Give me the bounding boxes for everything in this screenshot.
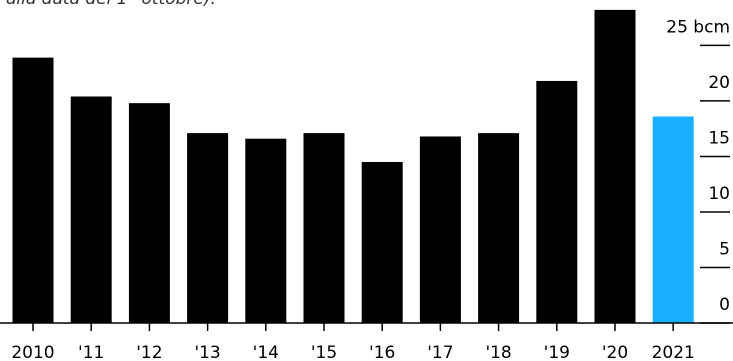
x-tick-label: '16: [369, 343, 395, 361]
y-tick-label: 0: [719, 295, 730, 315]
bar: [536, 80, 578, 323]
bar: [12, 57, 54, 323]
x-tick-label: '18: [485, 343, 511, 361]
x-tick-label: '19: [544, 343, 570, 361]
x-tick-label: 2021: [652, 343, 695, 361]
bar: [245, 138, 287, 323]
bar: [70, 96, 112, 323]
bar: [128, 103, 170, 323]
x-tick-label: '15: [311, 343, 337, 361]
y-tick-label: 10: [708, 184, 730, 204]
bar: [419, 136, 461, 323]
y-tick-label: 5: [719, 239, 730, 259]
x-tick-label: '13: [194, 343, 220, 361]
x-tick-label: '11: [78, 343, 104, 361]
x-tick-label: '17: [427, 343, 453, 361]
x-tick-label: '14: [253, 343, 279, 361]
bar: [652, 116, 694, 323]
y-tick-label: 25 bcm: [666, 17, 730, 37]
bar: [303, 133, 345, 323]
y-tick-label: 20: [708, 73, 730, 93]
y-tick-label: 15: [708, 128, 730, 148]
bar: [361, 162, 403, 323]
chart-note: alla data del 1° ottobre).: [6, 0, 216, 9]
x-tick-label: 2010: [11, 343, 54, 361]
bar: [187, 133, 229, 323]
bar: [594, 9, 636, 324]
x-tick-label: '12: [136, 343, 162, 361]
x-tick-label: '20: [602, 343, 628, 361]
bar: [478, 133, 520, 323]
